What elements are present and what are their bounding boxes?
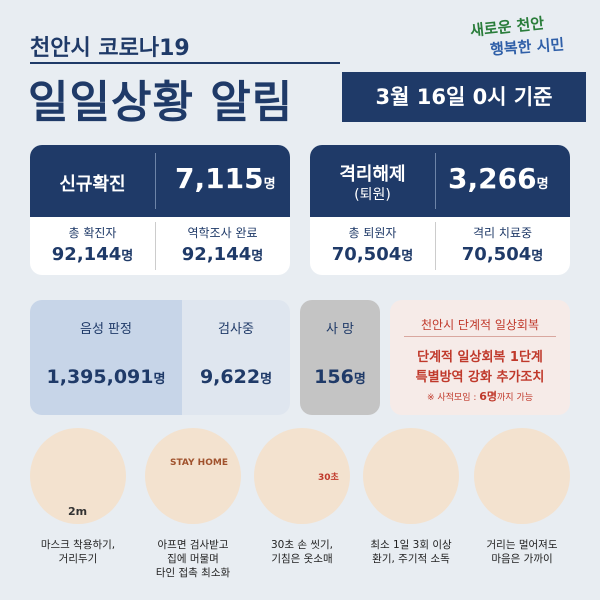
notice-title: 천안시 단계적 일상회복 (420, 318, 540, 332)
illustration-text: STAY HOME (170, 458, 228, 468)
value: 70,504 (331, 244, 402, 265)
tip-line: 거리는 멀어져도 (486, 539, 558, 551)
value-line: 9,622명 (182, 366, 290, 388)
label: 총 확진자 (68, 226, 117, 240)
test-card (182, 300, 290, 415)
value: 92,144 (181, 244, 252, 265)
value-line: 70,504명 (310, 244, 435, 265)
value-line: 3,266명 (448, 162, 549, 195)
deaths-card (300, 300, 380, 415)
date-box: 3월 16일 0시 기준 (342, 72, 586, 122)
value: 92,144 (51, 244, 122, 265)
value: 3,266 (448, 162, 537, 195)
unit: 명 (251, 249, 264, 264)
label: 음성 판정 (80, 322, 132, 337)
value: 1,395,091 (46, 366, 154, 388)
notice-rule (404, 336, 556, 337)
illustration (145, 428, 241, 524)
unit: 명 (153, 372, 166, 387)
unit: 명 (263, 177, 276, 192)
tip-line: 거리두기 (58, 553, 98, 565)
illustration (30, 428, 126, 524)
illustration (254, 428, 350, 524)
illustration (363, 428, 459, 524)
label: 역학조사 완료 (187, 226, 258, 240)
tip-line: 집에 머물며 (167, 553, 219, 565)
tip: 마스크 착용하기, 거리두기 (20, 538, 136, 566)
logo-line2: 행복한 시민 (489, 35, 565, 59)
tip-line: 아프면 검사받고 (157, 539, 229, 551)
value-line: 70,504명 (435, 244, 570, 265)
unit: 명 (531, 249, 544, 264)
tip-line: 환기, 주기적 소독 (372, 553, 450, 565)
label: 신규확진 (59, 174, 126, 195)
illustration-text: 2m (68, 505, 88, 518)
note-text: ※ 사적모임 : (426, 393, 480, 403)
value-line: 92,144명 (155, 244, 290, 265)
illustration (474, 428, 570, 524)
title-rule (30, 62, 340, 64)
label: 격리 치료중 (472, 226, 532, 240)
value-line: 7,115명 (175, 162, 276, 195)
value: 156 (314, 366, 354, 388)
label: 사 망 (325, 322, 355, 337)
label: 총 퇴원자 (348, 226, 397, 240)
card-body (310, 217, 570, 275)
tip-line: 마음은 가까이 (491, 553, 553, 565)
tip: 30초 손 씻기, 기침은 옷소매 (244, 538, 360, 566)
value-line: 156명 (300, 366, 380, 388)
unit: 명 (121, 249, 134, 264)
divider (155, 153, 156, 209)
tip-line: 타인 접촉 최소화 (155, 567, 231, 579)
illustration-text: 30초 (318, 473, 339, 483)
note-highlight: 6명 (479, 390, 498, 403)
value-line: 92,144명 (30, 244, 155, 265)
unit: 명 (353, 372, 366, 387)
notice-card (390, 300, 570, 415)
notice-line: 특별방역 강화 추가조치 (415, 370, 545, 385)
value-line: 1,395,091명 (30, 366, 182, 388)
card-header (310, 145, 570, 217)
divider (435, 153, 436, 209)
title-small: 천안시 코로나19 (30, 36, 190, 61)
notice-note: ※ 사적모임 : 6명까지 가능 (390, 388, 570, 404)
note-text: 까지 가능 (497, 393, 534, 403)
tip-line: 최소 1일 3회 이상 (370, 539, 452, 551)
tip-line: 기침은 옷소매 (271, 553, 333, 565)
label: 격리해제 (339, 164, 406, 185)
card-body (30, 217, 290, 275)
unit: 명 (401, 249, 414, 264)
divider (435, 222, 436, 270)
value: 7,115 (175, 162, 264, 195)
sublabel: (퇴원) (354, 187, 391, 203)
test-card (30, 300, 182, 415)
title-big: 일일상황 알림 (28, 77, 294, 128)
divider (155, 222, 156, 270)
notice-line: 단계적 일상회복 1단계 (417, 350, 543, 365)
label: 검사중 (218, 322, 254, 337)
tip-line: 30초 손 씻기, (270, 539, 333, 551)
value: 70,504 (461, 244, 532, 265)
tip-line: 마스크 착용하기, (40, 539, 116, 551)
unit: 명 (536, 177, 549, 192)
value: 9,622 (199, 366, 261, 388)
card-header (30, 145, 290, 217)
unit: 명 (260, 372, 273, 387)
